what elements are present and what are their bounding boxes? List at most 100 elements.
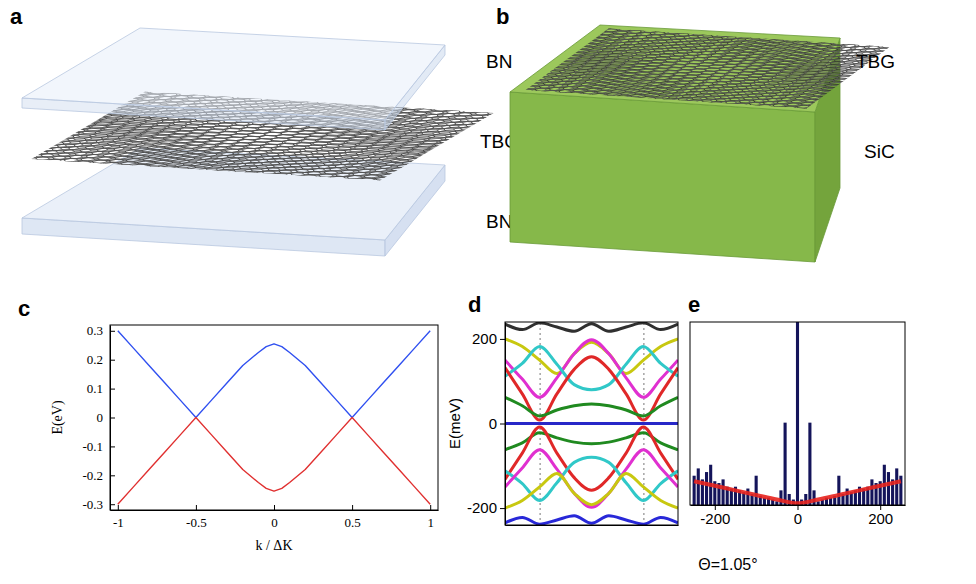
tick-label: 200: [868, 510, 893, 527]
graphene-lattice: [362, 0, 976, 145]
dos-bar: [705, 472, 708, 505]
tick-label: 0: [271, 515, 278, 530]
tick: -200: [700, 505, 730, 527]
plot-frame: [110, 325, 438, 510]
tick-label: -0.5: [186, 515, 207, 530]
axis-title: E(meV): [446, 398, 463, 449]
panel-e: -200 0 200: [690, 322, 906, 527]
band-line: [505, 450, 678, 508]
x-axis: -200 0 200: [691, 505, 906, 527]
plot-area: [693, 322, 903, 505]
tick: 0: [97, 410, 116, 425]
dos-bar: [870, 479, 873, 505]
tick-label: -0.2: [82, 468, 103, 483]
tick: 0: [489, 415, 505, 432]
slab: [22, 28, 445, 130]
tick-label: -0.1: [82, 439, 103, 454]
tick-label: 0.2: [87, 352, 103, 367]
tick-mark: [500, 424, 505, 425]
dos-bar: [887, 472, 890, 505]
tick-mark: [110, 360, 115, 361]
tick-label: 0.5: [344, 515, 360, 530]
tick-mark: [196, 505, 197, 510]
tick-label: 1: [427, 515, 434, 530]
tick-label: -200: [700, 510, 730, 527]
dos-bar: [817, 501, 820, 505]
y-axis: -2000200: [467, 323, 506, 526]
layer-label: TBG: [856, 51, 895, 72]
dos-bar: [796, 322, 799, 505]
y-axis: -0.3 -0.2 -0.1 0 0.1 0.2 0.3: [82, 323, 115, 511]
layer-label: BN: [486, 211, 512, 232]
slab-top: [22, 28, 445, 120]
plot-frame: [690, 322, 905, 505]
tick-mark: [500, 508, 505, 509]
plot-area: [505, 323, 678, 524]
tick-label: -0.3: [82, 497, 103, 512]
tick-label: 0: [489, 415, 497, 432]
tick-label: 0.3: [87, 323, 103, 338]
dos-bar: [808, 423, 811, 505]
band-line: [505, 323, 678, 331]
tick: 0.5: [344, 505, 360, 530]
band-line: [505, 516, 678, 524]
tick-mark: [110, 331, 115, 332]
band-line: [505, 422, 678, 425]
band-line: [505, 357, 678, 420]
dos-bar: [837, 476, 840, 505]
panel-letter: c: [18, 296, 30, 321]
tick-label: 0: [794, 510, 802, 527]
panel-letter: a: [10, 4, 23, 29]
tick-mark: [110, 504, 115, 505]
tick: 0: [271, 505, 278, 530]
tick-mark: [110, 418, 115, 419]
slab-front: [510, 92, 815, 262]
panel-b: [362, 0, 976, 262]
panel-letter: d: [468, 292, 481, 317]
x-axis: [506, 322, 679, 526]
tick-label: 0: [97, 410, 104, 425]
axis-line: [505, 323, 506, 526]
figure: aBNTBGBNbTBGSiC-1-0.500.51-0.3-0.2-0.100…: [0, 0, 976, 584]
tick-mark: [274, 505, 275, 510]
tick: -0.3: [82, 497, 115, 512]
tick: -0.5: [186, 505, 207, 530]
tick: 200: [472, 330, 505, 347]
panel-letter: b: [496, 4, 509, 29]
band-line: [118, 418, 430, 505]
dos-bar: [895, 468, 898, 505]
axis-title: k / ΔK: [255, 538, 292, 553]
axis-title: E(eV): [50, 400, 66, 435]
panel-d: -2000200E(meV): [446, 322, 679, 526]
plot-frame: [505, 322, 678, 525]
tick-mark: [500, 339, 505, 340]
tick: 200: [868, 505, 893, 527]
dos-bar: [812, 490, 815, 505]
layer-label: SiC: [864, 141, 895, 162]
dos-bar: [775, 501, 778, 505]
dos-bar: [755, 476, 758, 505]
tick-label: 0.1: [87, 381, 103, 396]
panel-letter: e: [688, 292, 700, 317]
layer-label: BN: [486, 51, 512, 72]
tick: 0.2: [87, 352, 115, 367]
tick-mark: [110, 446, 115, 447]
plot-area: [118, 331, 430, 504]
tick-mark: [110, 475, 115, 476]
dos-bar: [722, 479, 725, 505]
tick: -0.1: [82, 439, 115, 454]
band-line: [118, 331, 430, 418]
tick: 1: [427, 505, 434, 530]
band-line: [505, 347, 678, 390]
axis-line: [111, 510, 439, 511]
tick-mark: [430, 505, 431, 510]
fit-line: [694, 481, 901, 503]
tick: 0: [794, 505, 802, 527]
panel-c: -1-0.500.51-0.3-0.2-0.100.10.20.3k / ΔKE…: [50, 323, 439, 553]
band-line: [505, 397, 678, 416]
dos-bar: [779, 490, 782, 505]
dos-bar: [697, 468, 700, 505]
dos-bar: [784, 423, 787, 505]
tick: 0.3: [87, 323, 115, 338]
tick-mark: [110, 389, 115, 390]
